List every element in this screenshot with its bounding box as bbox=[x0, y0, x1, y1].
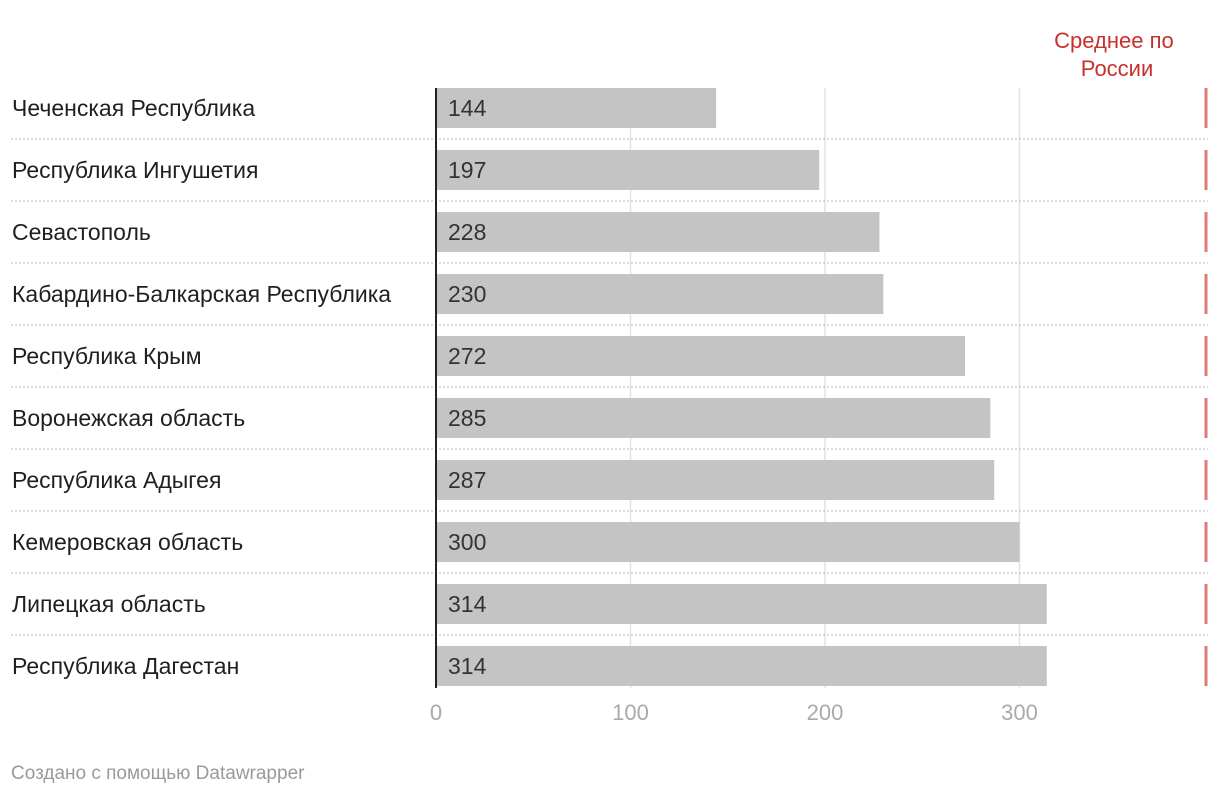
category-label: Кемеровская область bbox=[12, 529, 243, 555]
bar-value-label: 230 bbox=[448, 281, 486, 307]
bar bbox=[436, 150, 820, 190]
bar-value-label: 314 bbox=[448, 653, 487, 679]
x-tick-label: 0 bbox=[430, 700, 442, 725]
category-label: Республика Адыгея bbox=[12, 467, 221, 493]
x-tick-label: 200 bbox=[807, 700, 844, 725]
bar-value-label: 228 bbox=[448, 219, 486, 245]
bar-value-label: 197 bbox=[448, 157, 486, 183]
bar-value-label: 272 bbox=[448, 343, 486, 369]
reference-label-line-1: Среднее по bbox=[1054, 28, 1174, 53]
category-label: Чеченская Республика bbox=[12, 95, 255, 121]
bar bbox=[436, 336, 966, 376]
bar bbox=[436, 646, 1047, 686]
bar-value-label: 285 bbox=[448, 405, 486, 431]
category-label: Кабардино-Балкарская Республика bbox=[12, 281, 391, 307]
bar-value-label: 300 bbox=[448, 529, 486, 555]
reference-label: Среднее по России bbox=[1054, 28, 1180, 81]
x-axis: 0 100 200 300 bbox=[430, 700, 1038, 725]
bar-value-label: 287 bbox=[448, 467, 486, 493]
x-tick-label: 300 bbox=[1001, 700, 1038, 725]
bar-chart: Чеченская Республика 144 Республика Ингуше… bbox=[11, 28, 1208, 725]
bar bbox=[436, 274, 884, 314]
category-label: Республика Ингушетия bbox=[12, 157, 258, 183]
bar bbox=[436, 88, 717, 128]
bar bbox=[436, 522, 1020, 562]
x-tick-label: 100 bbox=[612, 700, 649, 725]
bars: Чеченская Республика 144 Республика Ингуше… bbox=[12, 88, 1047, 688]
category-label: Республика Дагестан bbox=[12, 653, 239, 679]
reference-label-line-2: России bbox=[1081, 56, 1154, 81]
bar bbox=[436, 212, 880, 252]
bar bbox=[436, 584, 1047, 624]
credit-footer: Создано с помощью Datawrapper bbox=[11, 763, 305, 784]
category-label: Республика Крым bbox=[12, 343, 202, 369]
bar bbox=[436, 398, 991, 438]
bar-value-label: 144 bbox=[448, 95, 487, 121]
category-label: Липецкая область bbox=[12, 591, 206, 617]
bar bbox=[436, 460, 995, 500]
category-label: Воронежская область bbox=[12, 405, 245, 431]
bar-value-label: 314 bbox=[448, 591, 487, 617]
row-separators bbox=[11, 138, 1208, 636]
category-label: Севастополь bbox=[12, 219, 151, 245]
